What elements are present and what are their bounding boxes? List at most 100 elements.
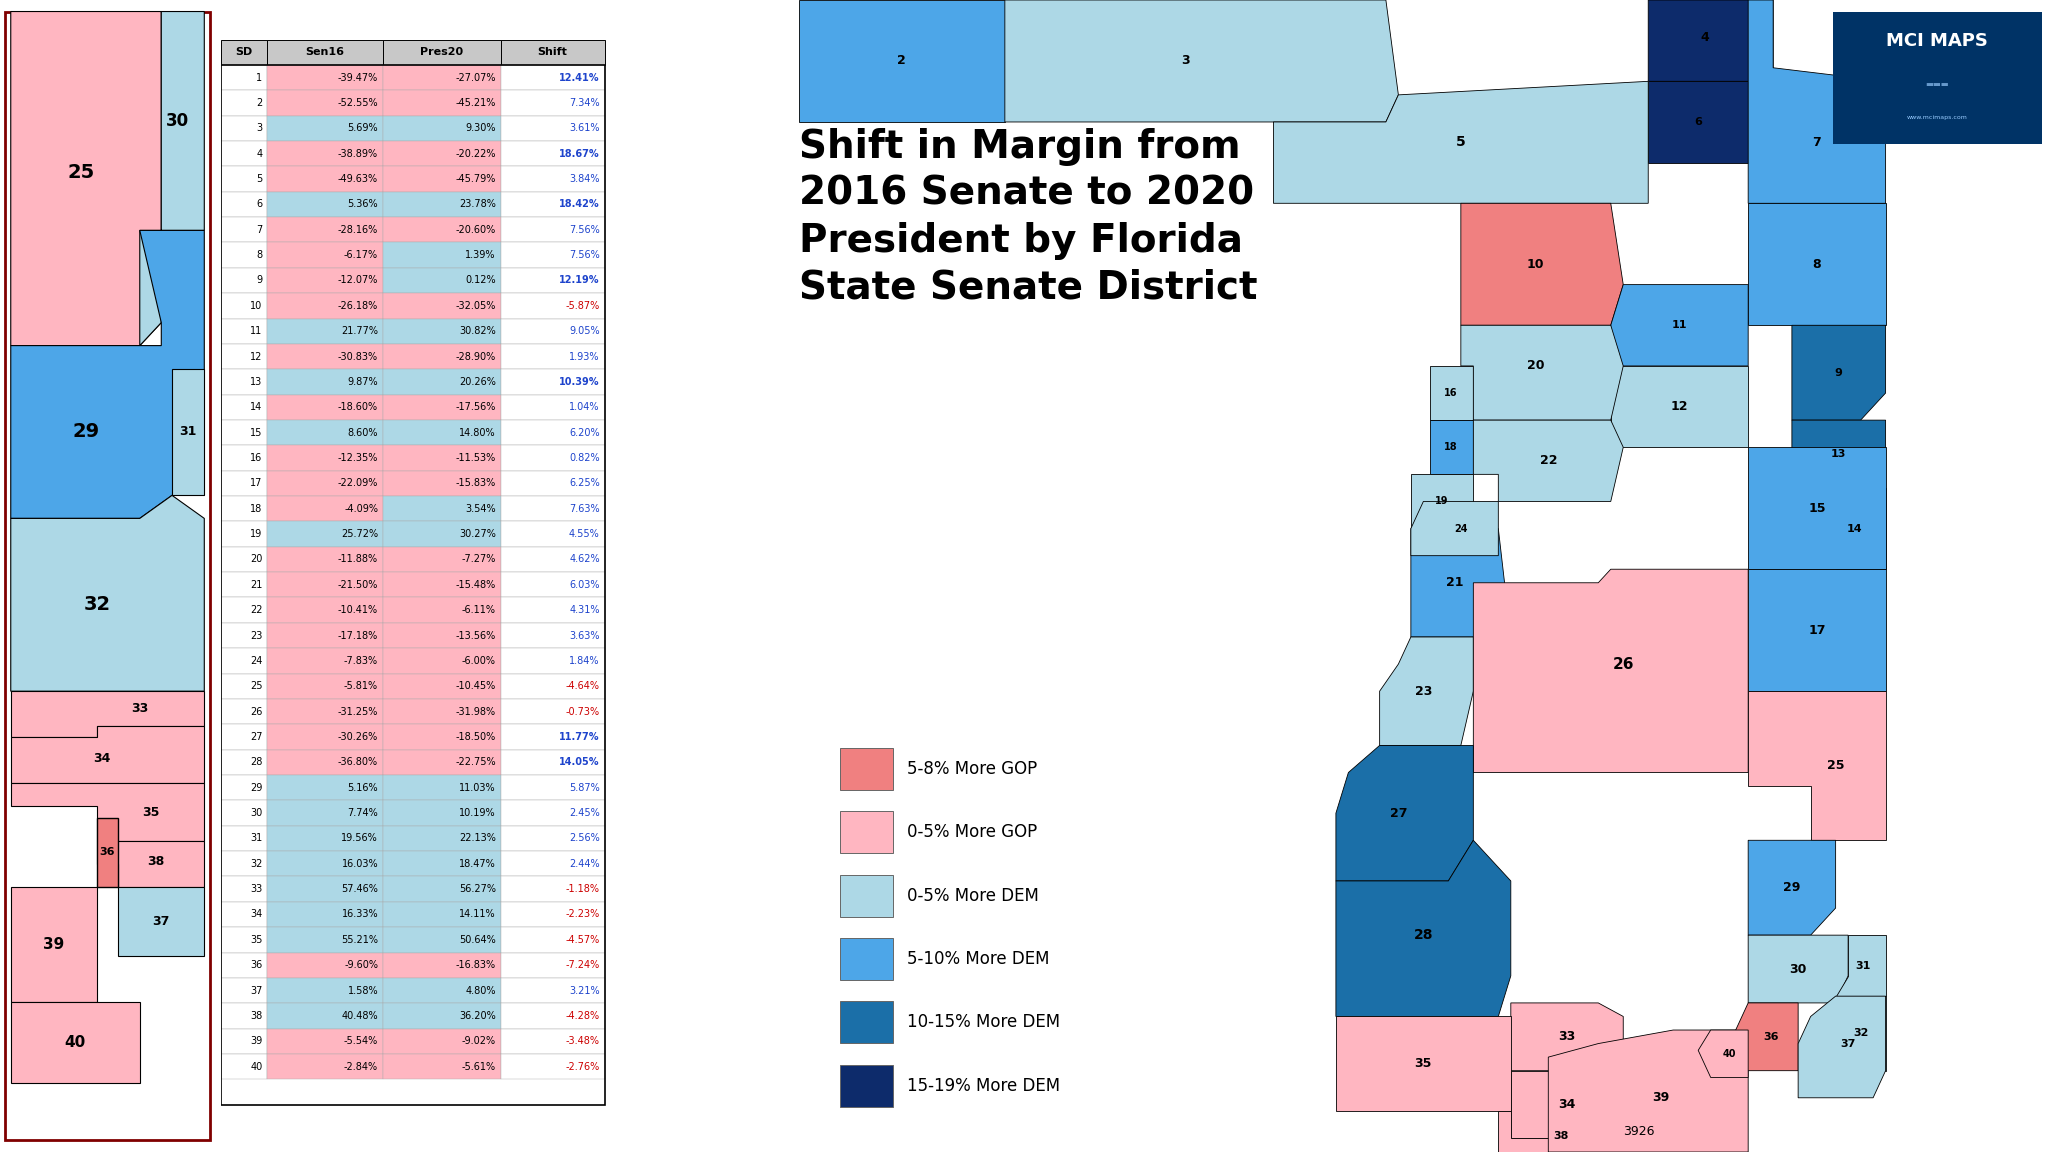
Bar [383, 166, 500, 191]
Polygon shape [1749, 935, 1847, 1003]
Text: 6: 6 [256, 199, 262, 210]
Text: 14.05%: 14.05% [559, 757, 600, 767]
Polygon shape [1698, 1030, 1749, 1077]
Text: 27: 27 [1391, 806, 1407, 820]
Bar [266, 141, 383, 166]
Text: 20: 20 [1528, 359, 1544, 372]
Text: 33: 33 [250, 884, 262, 894]
Text: 15-19% More DEM: 15-19% More DEM [907, 1077, 1059, 1094]
Text: 37: 37 [1841, 1039, 1855, 1048]
Bar [266, 851, 383, 877]
Text: 13: 13 [250, 377, 262, 387]
Text: -5.61%: -5.61% [461, 1062, 496, 1071]
Text: 15: 15 [1808, 502, 1825, 515]
Text: 3: 3 [1182, 54, 1190, 68]
Bar [266, 927, 383, 953]
Bar [221, 953, 266, 978]
Bar [221, 1054, 266, 1079]
Text: 29: 29 [250, 782, 262, 793]
Bar [221, 217, 266, 242]
Bar [266, 446, 383, 471]
Bar [383, 927, 500, 953]
Bar [266, 649, 383, 674]
Text: -30.26%: -30.26% [338, 732, 379, 742]
Text: -11.53%: -11.53% [457, 453, 496, 463]
Text: 10.19%: 10.19% [459, 808, 496, 818]
Text: 36: 36 [100, 848, 115, 857]
Bar [383, 267, 500, 293]
Bar [221, 242, 266, 267]
Bar [221, 725, 266, 750]
Bar [266, 750, 383, 775]
Text: 25: 25 [1827, 759, 1845, 772]
Text: 38: 38 [1552, 1131, 1569, 1140]
Polygon shape [1649, 0, 1774, 82]
Text: 35: 35 [250, 934, 262, 945]
Text: 0-5% More GOP: 0-5% More GOP [907, 824, 1036, 841]
Text: 4: 4 [256, 149, 262, 159]
Polygon shape [1511, 1003, 1624, 1070]
Bar [266, 344, 383, 370]
Bar [500, 166, 604, 191]
Text: 10: 10 [1528, 258, 1544, 271]
Text: 32: 32 [84, 596, 111, 614]
Bar [500, 1029, 604, 1054]
Bar [266, 166, 383, 191]
Text: -2.84%: -2.84% [344, 1062, 379, 1071]
Text: 3.63%: 3.63% [569, 630, 600, 641]
Bar [383, 191, 500, 217]
Text: 9.30%: 9.30% [465, 123, 496, 134]
Bar [266, 242, 383, 267]
Polygon shape [1411, 501, 1499, 555]
Bar [383, 699, 500, 725]
Text: 6.03%: 6.03% [569, 579, 600, 590]
Bar [266, 318, 383, 344]
Bar [383, 725, 500, 750]
Text: -38.89%: -38.89% [338, 149, 379, 159]
Text: -3.48%: -3.48% [565, 1037, 600, 1046]
Bar [500, 598, 604, 623]
Bar [221, 293, 266, 318]
Text: 35: 35 [141, 805, 160, 819]
Bar [221, 674, 266, 699]
Bar [500, 877, 604, 902]
Bar [383, 446, 500, 471]
Polygon shape [1473, 569, 1749, 773]
Bar [840, 1064, 893, 1107]
Polygon shape [1792, 488, 1886, 569]
Bar [383, 395, 500, 420]
Text: 27: 27 [250, 732, 262, 742]
Text: 11.03%: 11.03% [459, 782, 496, 793]
Bar [383, 293, 500, 318]
Bar [266, 217, 383, 242]
Bar [221, 395, 266, 420]
Bar [221, 115, 266, 141]
Text: -52.55%: -52.55% [338, 98, 379, 108]
Text: -49.63%: -49.63% [338, 174, 379, 184]
Text: 5-10% More DEM: 5-10% More DEM [907, 950, 1049, 968]
Text: 35: 35 [1415, 1058, 1432, 1070]
Text: -4.57%: -4.57% [565, 934, 600, 945]
Text: 0.82%: 0.82% [569, 453, 600, 463]
Polygon shape [1749, 569, 1886, 691]
Polygon shape [10, 726, 205, 783]
Bar [383, 522, 500, 547]
Bar [221, 446, 266, 471]
Bar [266, 598, 383, 623]
Text: 24: 24 [250, 655, 262, 666]
Text: 3.84%: 3.84% [569, 174, 600, 184]
Text: 36.20%: 36.20% [459, 1011, 496, 1021]
Bar [221, 471, 266, 497]
Text: 5.87%: 5.87% [569, 782, 600, 793]
Bar [383, 649, 500, 674]
Text: -13.56%: -13.56% [457, 630, 496, 641]
Text: 9: 9 [256, 275, 262, 286]
Text: 18: 18 [250, 503, 262, 514]
Bar [500, 446, 604, 471]
Bar [266, 522, 383, 547]
Text: 5: 5 [256, 174, 262, 184]
Polygon shape [1006, 0, 1399, 122]
Text: 5.16%: 5.16% [348, 782, 379, 793]
Polygon shape [10, 495, 205, 691]
Text: 31: 31 [1855, 961, 1870, 971]
